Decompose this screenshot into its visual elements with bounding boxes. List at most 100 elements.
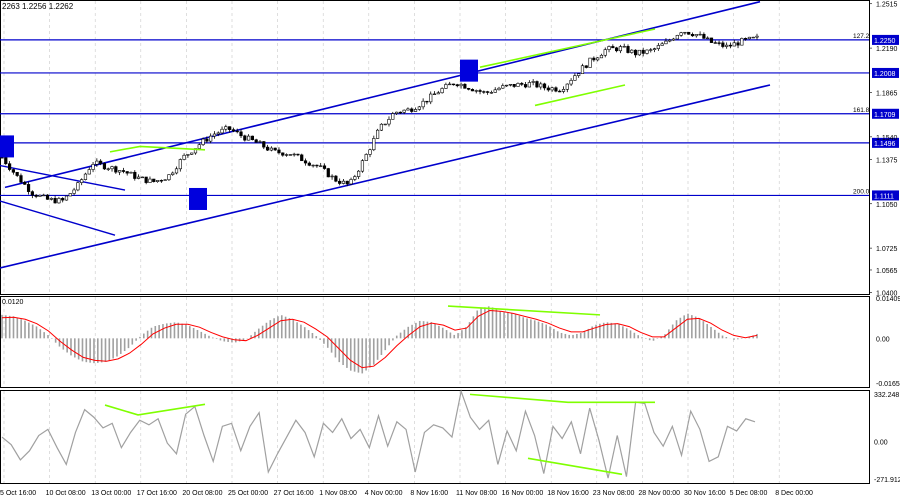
candle-body xyxy=(728,44,733,47)
candle-body xyxy=(508,83,512,86)
candle-body xyxy=(561,89,566,92)
oscillator-tick-label: 332.248 xyxy=(874,392,899,399)
candle-body xyxy=(102,163,107,170)
candle-body xyxy=(637,49,641,56)
candle-body xyxy=(512,83,516,87)
candle-body xyxy=(565,83,569,90)
trend-channel xyxy=(0,0,771,269)
price-axis: 1.2515 1.2190 1.1865 1.1540 1.1375 1.1050 1.07… xyxy=(869,2,898,297)
time-label: 30 Nov 16:00 xyxy=(684,490,726,497)
price-tick-label: 1.1865 xyxy=(876,90,898,97)
candle-body xyxy=(209,135,213,142)
candle-body xyxy=(38,194,42,197)
candle-body xyxy=(721,42,725,47)
candle-body xyxy=(516,83,520,87)
level-price-label: 1.1709 xyxy=(874,112,896,119)
candle-body xyxy=(577,73,581,76)
level-price-tag xyxy=(872,67,899,78)
level-price-tag xyxy=(872,190,899,201)
candle-body xyxy=(83,173,88,180)
price-tick-label: 1.0565 xyxy=(876,268,898,275)
channel-line xyxy=(0,84,771,269)
candle-body xyxy=(197,144,201,149)
candle-body xyxy=(243,135,247,141)
candle-body xyxy=(49,198,53,200)
time-label: 28 Nov 00:00 xyxy=(638,490,680,497)
candle-body xyxy=(504,84,509,87)
candle-body xyxy=(520,83,524,85)
candle-body xyxy=(633,49,638,56)
candle-body xyxy=(118,170,122,173)
candle-body xyxy=(148,178,152,183)
candle-body xyxy=(470,89,475,92)
candle-body xyxy=(26,184,31,192)
price-tick-label: 1.0400 xyxy=(876,290,898,297)
candle-body xyxy=(4,157,8,165)
candle-body xyxy=(641,49,645,54)
candle-body xyxy=(322,165,327,169)
candle-body xyxy=(262,141,266,148)
candle-body xyxy=(398,111,402,114)
divergence-line xyxy=(109,145,206,153)
candle-body xyxy=(406,108,410,111)
level-price-label: 1.2250 xyxy=(874,38,896,45)
candle-body xyxy=(30,191,34,196)
candle-body xyxy=(133,171,137,179)
candle-body xyxy=(679,32,683,36)
price-pane[interactable] xyxy=(0,0,870,295)
candle-body xyxy=(311,164,315,167)
candle-body xyxy=(228,126,232,130)
candle-body xyxy=(338,180,342,184)
candle-body xyxy=(23,181,27,185)
candle-body xyxy=(607,46,611,50)
time-label: 5 Oct 16:00 xyxy=(0,490,36,497)
candle-body xyxy=(535,81,539,88)
oscillator-pane[interactable] xyxy=(0,390,870,484)
candle-body xyxy=(91,164,95,170)
oscillator-divergence-line xyxy=(104,403,206,416)
candle-body xyxy=(376,129,380,139)
level-price-tag xyxy=(872,137,899,148)
descending-trendline xyxy=(0,164,126,191)
macd-divergence-line xyxy=(447,305,601,316)
candle-body xyxy=(558,90,562,93)
candle-body xyxy=(42,194,46,197)
price-tick-label: 1.2515 xyxy=(876,2,898,9)
time-label: 11 Nov 08:00 xyxy=(456,490,497,497)
candle-body xyxy=(744,38,748,40)
price-tick-label: 1.2190 xyxy=(876,46,898,53)
candle-body xyxy=(740,38,744,46)
candle-body xyxy=(235,130,239,133)
oscillator-tick-label: -271.912 xyxy=(874,477,900,484)
candle-body xyxy=(478,90,482,92)
candle-body xyxy=(429,93,433,103)
candle-body xyxy=(201,138,205,146)
candle-body xyxy=(687,31,691,35)
candle-body xyxy=(7,163,12,170)
candle-body xyxy=(167,174,171,181)
candle-body xyxy=(353,176,357,180)
candle-body xyxy=(755,35,759,38)
candle-body xyxy=(265,146,270,151)
candle-body xyxy=(0,157,4,159)
candle-body xyxy=(345,180,349,185)
candle-body xyxy=(425,100,429,103)
candle-body xyxy=(250,135,255,141)
candle-body xyxy=(315,164,319,167)
candle-body xyxy=(463,83,467,89)
candle-body xyxy=(489,92,494,94)
macd-indicator: 0.0120 0.01409 0.00 -0.01659 xyxy=(1,296,900,388)
candle-body xyxy=(205,138,209,142)
macd-pane[interactable] xyxy=(0,296,870,388)
price-tick-label: 1.1375 xyxy=(876,157,898,164)
candle-body xyxy=(394,111,399,114)
time-label: 27 Oct 16:00 xyxy=(274,490,314,497)
level-marker xyxy=(189,187,207,210)
time-label: 17 Oct 16:00 xyxy=(137,490,177,497)
candle-body xyxy=(482,91,486,93)
time-label: 16 Nov 00:00 xyxy=(502,490,544,497)
candle-body xyxy=(330,175,334,178)
candle-body xyxy=(467,88,471,90)
oscillator-divergence-line xyxy=(469,393,655,404)
